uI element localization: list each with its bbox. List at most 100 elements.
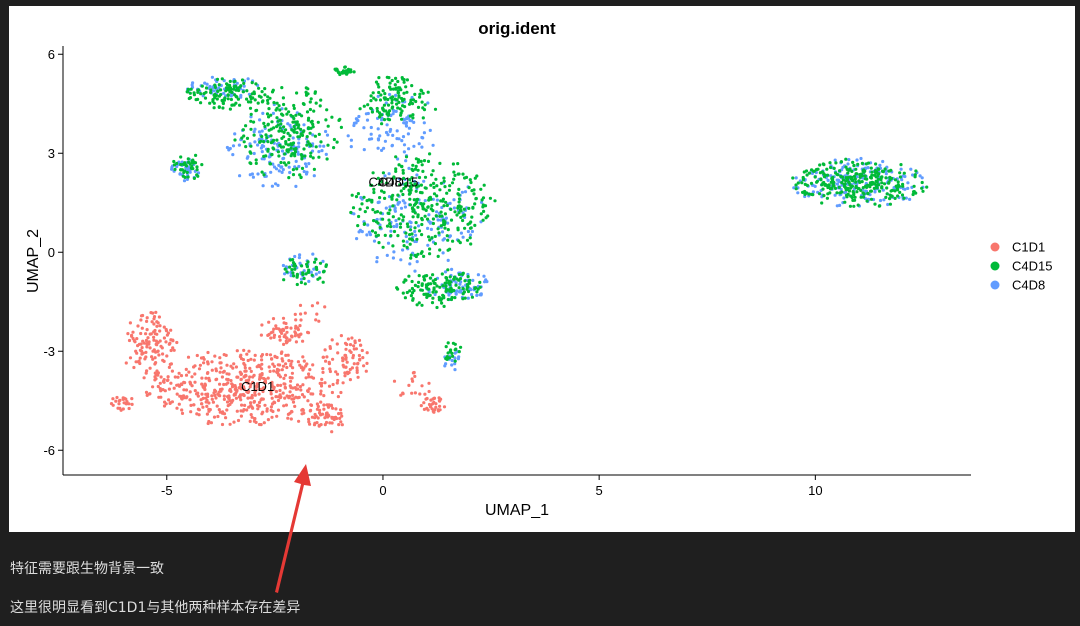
data-point [866, 191, 870, 195]
data-point [121, 407, 125, 411]
data-point [288, 390, 292, 394]
data-point [875, 186, 879, 190]
data-point [918, 174, 922, 178]
data-point [293, 152, 297, 156]
data-point [471, 206, 475, 210]
data-point [205, 412, 209, 416]
data-point [387, 211, 391, 216]
data-point [247, 405, 251, 409]
data-point [292, 116, 296, 121]
data-point [191, 161, 195, 165]
data-point [217, 83, 221, 87]
data-point [402, 186, 406, 191]
data-point [850, 195, 854, 200]
data-point [242, 348, 246, 352]
data-point [410, 207, 415, 211]
data-point [840, 181, 844, 185]
data-point [437, 231, 441, 235]
data-point [276, 383, 280, 387]
data-point [147, 342, 151, 346]
data-point [252, 358, 256, 362]
data-point [308, 131, 312, 135]
data-point [442, 304, 446, 308]
data-point [426, 226, 430, 230]
data-point [453, 210, 457, 214]
data-point [388, 92, 392, 97]
data-point [454, 281, 458, 285]
data-point [890, 188, 895, 192]
data-point [448, 201, 452, 205]
data-point [311, 156, 315, 160]
data-point [466, 275, 470, 279]
data-point [150, 320, 154, 324]
data-point [228, 402, 232, 406]
data-point [253, 127, 257, 131]
data-point [369, 125, 373, 130]
data-point [825, 167, 829, 171]
data-point [310, 273, 314, 277]
data-point [385, 123, 389, 127]
data-point [222, 353, 226, 357]
data-point [186, 157, 190, 161]
data-point [450, 363, 454, 367]
data-point [276, 408, 281, 412]
data-point [832, 166, 836, 170]
data-point [265, 407, 269, 411]
data-point [246, 100, 251, 104]
data-point [902, 171, 906, 175]
data-point [193, 364, 197, 368]
data-point [445, 234, 449, 238]
data-point [282, 278, 286, 282]
data-point [375, 210, 380, 214]
data-point [823, 173, 828, 177]
data-point [810, 168, 814, 172]
data-point [457, 239, 461, 243]
data-point [405, 78, 409, 82]
data-point [427, 381, 431, 385]
data-point [332, 146, 336, 150]
data-point [412, 203, 416, 207]
data-point [408, 197, 412, 201]
data-point [241, 90, 245, 94]
data-point [158, 329, 162, 333]
data-point [395, 286, 399, 290]
data-point [459, 205, 463, 209]
data-point [475, 174, 479, 178]
data-point [267, 320, 271, 324]
data-point [482, 183, 486, 187]
data-point [833, 186, 838, 190]
data-point [388, 81, 392, 85]
data-point [412, 289, 416, 293]
data-point [408, 191, 412, 195]
data-point [212, 93, 216, 97]
data-point [415, 237, 419, 241]
data-point [270, 396, 274, 400]
data-point [417, 229, 422, 233]
data-point [115, 395, 119, 400]
data-point [387, 172, 391, 176]
data-point [853, 195, 857, 199]
data-point [246, 396, 250, 400]
data-point [220, 77, 224, 81]
data-point [420, 89, 424, 93]
data-point [262, 421, 266, 425]
data-point [289, 326, 293, 330]
data-point [844, 157, 848, 161]
data-point [859, 172, 864, 176]
data-point [239, 387, 243, 391]
data-point [351, 353, 355, 358]
chart-title: orig.ident [478, 19, 556, 38]
data-point [320, 381, 324, 385]
x-tick-label: 0 [379, 483, 386, 498]
data-point [301, 355, 305, 359]
data-point [193, 389, 197, 393]
data-point [414, 164, 418, 168]
data-point [367, 230, 371, 234]
data-point [173, 375, 177, 379]
data-point [330, 338, 334, 342]
data-point [432, 287, 436, 292]
data-point [261, 111, 265, 115]
data-point [403, 201, 407, 205]
data-point [876, 177, 881, 181]
data-point [384, 130, 389, 135]
